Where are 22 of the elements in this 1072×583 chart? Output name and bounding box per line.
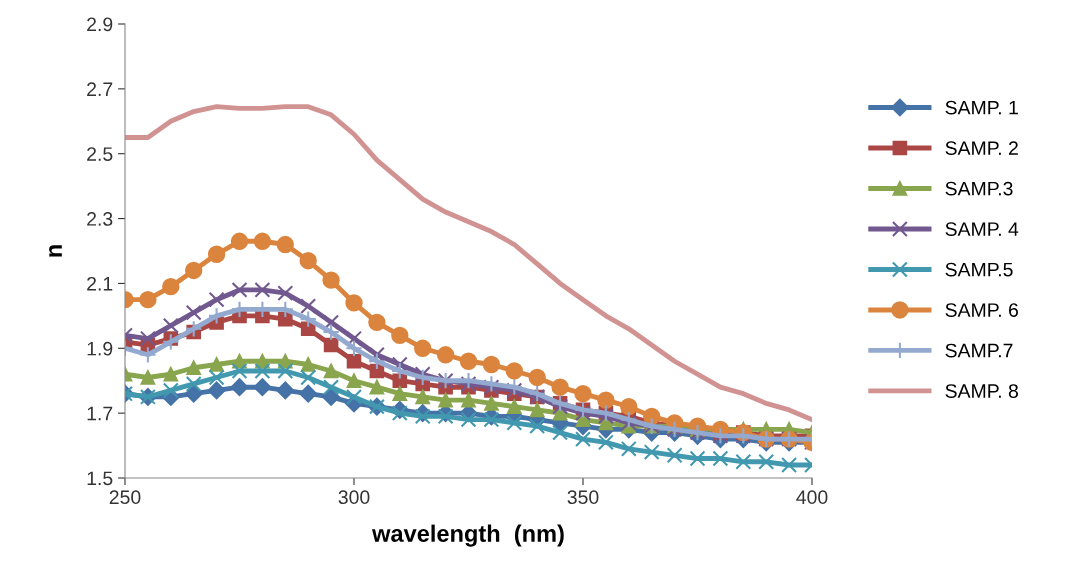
legend-label: SAMP. 1 bbox=[945, 100, 1018, 115]
y-tick-label: 2.5 bbox=[87, 147, 113, 161]
x-tick-label: 300 bbox=[338, 490, 370, 505]
y-tick-label: 2.7 bbox=[87, 82, 113, 96]
y-axis-title: n bbox=[49, 245, 62, 257]
y-tick-label: 1.9 bbox=[87, 341, 113, 356]
y-tick-label: 2.3 bbox=[87, 212, 113, 226]
y-tick-label: 1.7 bbox=[87, 406, 113, 421]
y-tick-label: 2.9 bbox=[87, 17, 113, 32]
legend-label: SAMP.7 bbox=[945, 343, 1013, 358]
x-tick-label: 400 bbox=[796, 490, 828, 505]
legend-label: SAMP. 2 bbox=[945, 141, 1018, 155]
x-tick-label: 350 bbox=[567, 490, 599, 505]
x-tick-label: 250 bbox=[109, 490, 141, 505]
x-axis-title: wavelength (nm) bbox=[372, 524, 564, 547]
legend-label: SAMP. 4 bbox=[945, 222, 1019, 236]
legend-label: SAMP. 8 bbox=[945, 384, 1018, 398]
legend-label: SAMP.3 bbox=[945, 181, 1013, 196]
y-tick-label: 2.1 bbox=[87, 276, 113, 291]
legend-label: SAMP.5 bbox=[945, 262, 1013, 277]
legend-label: SAMP. 6 bbox=[945, 303, 1018, 317]
y-tick-label: 1.5 bbox=[87, 471, 113, 486]
